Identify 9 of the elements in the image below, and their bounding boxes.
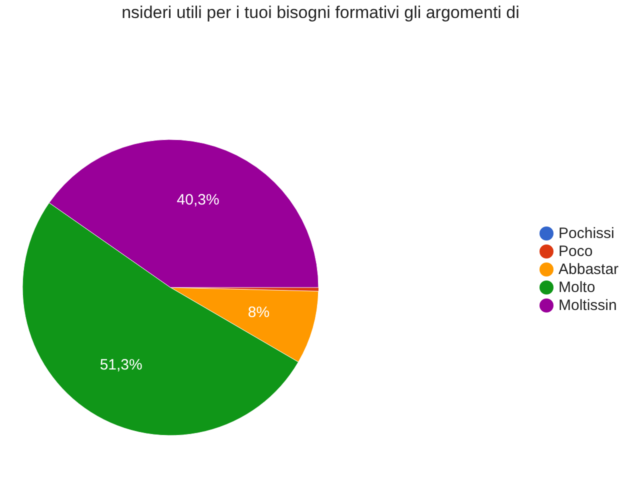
data-label: 40,3% <box>176 191 220 208</box>
chart-title: nsideri utili per i tuoi bisogni formativi gli argomenti di <box>122 3 520 22</box>
legend-label: Moltissin <box>558 297 617 314</box>
data-label: 8% <box>248 304 270 322</box>
legend-label: Poco <box>558 243 593 260</box>
data-label: 51,3% <box>100 356 142 374</box>
legend-label: Molto <box>558 279 596 296</box>
legend-label: Pochissi <box>558 225 614 242</box>
legend-label: Abbastar <box>558 261 619 278</box>
